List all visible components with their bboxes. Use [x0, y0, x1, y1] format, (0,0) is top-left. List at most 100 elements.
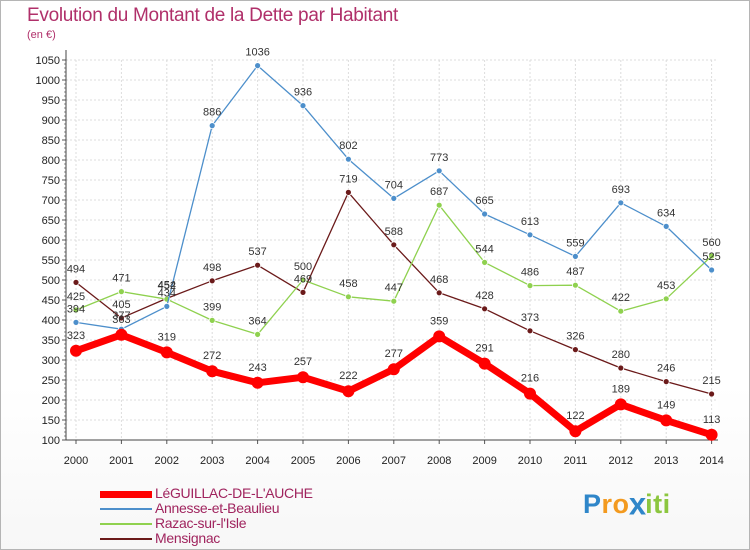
data-label: 469 [294, 273, 312, 285]
data-label: 665 [475, 195, 493, 207]
data-label: 687 [430, 186, 448, 198]
data-point [617, 199, 625, 207]
data-label: 428 [475, 290, 493, 302]
legend-label: Razac-sur-l'Isle [155, 515, 247, 531]
data-point [251, 376, 264, 389]
data-point [118, 288, 125, 296]
x-tick-label: 2008 [427, 455, 451, 467]
data-label: 323 [67, 330, 85, 342]
legend-swatch [100, 523, 152, 525]
y-tick-label: 650 [42, 215, 60, 227]
data-label: 452 [158, 280, 176, 292]
data-label: 458 [339, 278, 357, 290]
data-label: 693 [612, 184, 630, 196]
data-label: 1036 [245, 47, 269, 59]
legend-swatch [100, 508, 152, 510]
data-label: 215 [702, 375, 720, 387]
y-tick-label: 350 [42, 335, 60, 347]
data-point [478, 357, 491, 370]
data-label: 291 [475, 343, 493, 355]
y-tick-label: 1050 [36, 55, 60, 67]
data-point [662, 378, 670, 386]
x-tick-label: 2004 [245, 455, 269, 467]
data-label: 277 [385, 348, 403, 360]
data-point [206, 365, 219, 378]
data-label: 272 [203, 350, 221, 362]
legend: LéGUILLAC-DE-L'AUCHE Annesse-et-Beaulieu R… [100, 485, 400, 546]
data-label: 773 [430, 152, 448, 164]
data-point [299, 276, 307, 284]
data-point [297, 371, 309, 384]
data-label: 613 [521, 216, 539, 228]
data-label: 500 [294, 261, 312, 273]
data-point [708, 266, 715, 274]
proxiti-logo: Proxiti [583, 486, 671, 522]
x-tick-label: 2011 [564, 455, 588, 467]
data-point [572, 281, 579, 289]
data-label: 377 [112, 310, 130, 322]
legend-item: LéGUILLAC-DE-L'AUCHE [100, 485, 400, 501]
data-label: 447 [385, 282, 403, 294]
y-tick-label: 750 [42, 175, 60, 187]
data-point [72, 306, 80, 314]
data-label: 544 [475, 243, 493, 255]
y-tick-label: 200 [42, 395, 60, 407]
data-point [435, 167, 443, 175]
y-tick-label: 100 [42, 435, 60, 447]
x-tick-label: 2010 [518, 455, 542, 467]
data-point [526, 282, 534, 290]
y-tick-label: 850 [42, 135, 60, 147]
legend-item: Annesse-et-Beaulieu [100, 500, 400, 516]
y-tick-label: 700 [42, 195, 60, 207]
data-point [163, 302, 171, 310]
data-label: 359 [430, 315, 448, 327]
x-tick-label: 2012 [609, 455, 633, 467]
data-label: 280 [612, 349, 630, 361]
x-tick-label: 2002 [155, 455, 179, 467]
data-label: 246 [657, 363, 675, 375]
y-tick-label: 600 [42, 235, 60, 247]
line-chart: 100 150 200 250 300 350 400 450 500 550 600 650 700 7… [36, 47, 724, 467]
legend-label: Mensignac [155, 530, 221, 546]
data-point [614, 398, 627, 411]
series-razac-sur-l-isle [72, 201, 715, 338]
data-point [708, 252, 715, 260]
y-tick-label: 800 [42, 155, 60, 167]
y-tick-label: 150 [42, 415, 60, 427]
data-label: 405 [112, 299, 130, 311]
data-label: 189 [612, 383, 630, 395]
data-label: 560 [702, 237, 720, 249]
y-tick-label: 250 [42, 375, 60, 387]
y-tick-label: 1000 [36, 75, 60, 87]
data-label: 326 [566, 331, 584, 343]
data-point [299, 102, 307, 109]
y-tick-label: 550 [42, 255, 60, 267]
data-label: 936 [294, 87, 312, 99]
data-label: 453 [657, 280, 675, 292]
data-label: 434 [158, 287, 176, 299]
data-label: 422 [612, 292, 630, 304]
data-label: 886 [203, 107, 221, 119]
y-tick-label: 300 [42, 355, 60, 367]
data-label: 222 [339, 370, 357, 382]
data-point [342, 385, 355, 398]
data-label: 243 [248, 362, 266, 374]
data-point [387, 363, 400, 376]
data-point [344, 293, 352, 301]
data-point [569, 425, 582, 438]
data-point [254, 261, 262, 269]
data-point [208, 277, 216, 285]
series-mensignac [72, 188, 715, 398]
data-label: 122 [566, 410, 584, 422]
data-point [662, 222, 670, 230]
data-point [481, 305, 489, 313]
x-tick-label: 2000 [64, 455, 88, 467]
logo-letter: x [628, 486, 647, 522]
data-point [70, 344, 82, 357]
legend-swatch [100, 490, 152, 498]
data-label: 399 [203, 301, 221, 313]
data-label: 719 [339, 173, 357, 185]
data-point [433, 330, 446, 343]
chart-title: Evolution du Montant de la Dette par Hab… [27, 5, 398, 26]
y-tick-label: 450 [42, 295, 60, 307]
